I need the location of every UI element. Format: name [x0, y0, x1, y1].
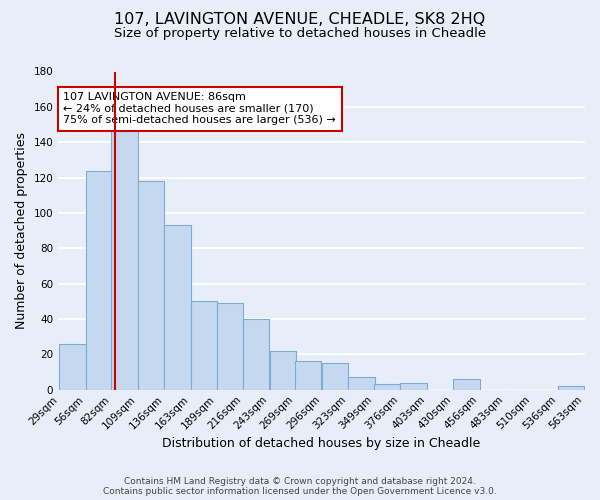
Text: 107 LAVINGTON AVENUE: 86sqm
← 24% of detached houses are smaller (170)
75% of se: 107 LAVINGTON AVENUE: 86sqm ← 24% of det…	[64, 92, 336, 126]
Bar	[217, 303, 243, 390]
Bar	[374, 384, 400, 390]
Bar	[164, 226, 191, 390]
Bar	[243, 319, 269, 390]
Text: Contains HM Land Registry data © Crown copyright and database right 2024.
Contai: Contains HM Land Registry data © Crown c…	[103, 476, 497, 496]
Text: Size of property relative to detached houses in Cheadle: Size of property relative to detached ho…	[114, 28, 486, 40]
Bar	[400, 382, 427, 390]
Bar	[112, 124, 137, 390]
Bar	[138, 181, 164, 390]
Bar	[454, 379, 479, 390]
Bar	[557, 386, 584, 390]
Bar	[348, 378, 374, 390]
Bar	[191, 302, 217, 390]
Bar	[269, 351, 296, 390]
Text: 107, LAVINGTON AVENUE, CHEADLE, SK8 2HQ: 107, LAVINGTON AVENUE, CHEADLE, SK8 2HQ	[115, 12, 485, 28]
Bar	[86, 170, 112, 390]
Bar	[322, 363, 348, 390]
Y-axis label: Number of detached properties: Number of detached properties	[15, 132, 28, 329]
Bar	[295, 362, 322, 390]
X-axis label: Distribution of detached houses by size in Cheadle: Distribution of detached houses by size …	[163, 437, 481, 450]
Bar	[59, 344, 86, 390]
